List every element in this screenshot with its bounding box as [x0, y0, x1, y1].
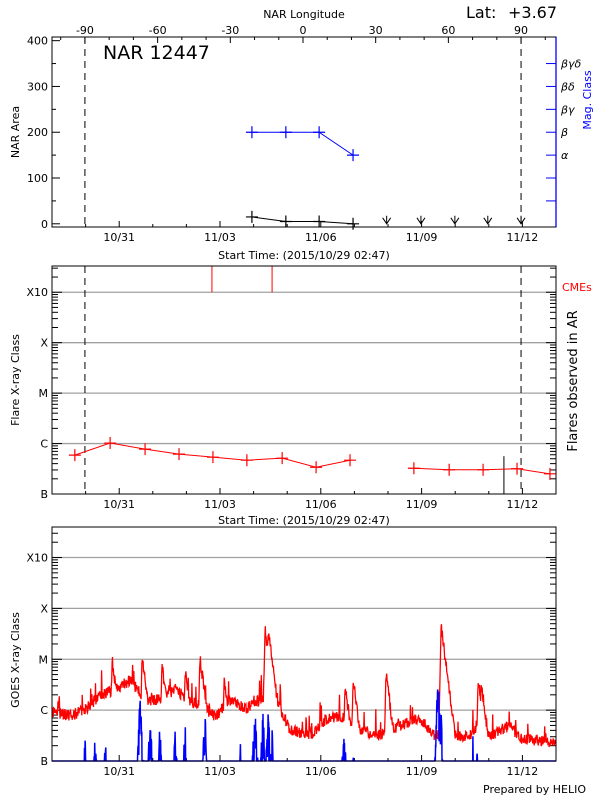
date-tick-label: 11/12 [507, 231, 539, 244]
class-tick-label: X [40, 602, 48, 615]
flare-point [104, 437, 117, 450]
flare-point [310, 461, 323, 474]
beyond-limb-arrow [416, 215, 426, 225]
class-tick-label: X [40, 337, 48, 350]
flare-point [543, 467, 556, 480]
nar-area-line [251, 216, 354, 225]
date-tick-label: 11/12 [507, 765, 539, 778]
flare-point [206, 451, 219, 464]
area-tick-label: 300 [27, 80, 48, 93]
nar-area-point [347, 217, 360, 230]
beyond-limb-arrow [483, 215, 493, 225]
longitude-tick-label: 60 [441, 24, 455, 37]
class-tick-label: X10 [26, 552, 48, 565]
longitude-tick-label: 0 [299, 24, 306, 37]
date-tick-label: 11/03 [204, 231, 236, 244]
class-tick-label: M [39, 387, 49, 400]
flare-point [240, 454, 253, 467]
flare-point [407, 462, 420, 475]
mag-class-tick-label: βγ [560, 103, 575, 116]
longitude-axis-label: NAR Longitude [263, 8, 345, 21]
beyond-limb-arrow [516, 215, 526, 225]
area-tick-label: 100 [27, 172, 48, 185]
prepared-by-footer: Prepared by HELIO [483, 783, 586, 796]
longitude-tick-label: -90 [76, 24, 94, 37]
date-tick-label: 11/06 [305, 231, 337, 244]
date-tick-label: 11/09 [406, 231, 438, 244]
panel1-start-time-label: Start Time: (2015/10/29 02:47) [218, 249, 390, 262]
mag-class-point [347, 149, 360, 162]
lat-label: Lat: [466, 3, 496, 22]
longitude-tick-label: -30 [221, 24, 239, 37]
flare-point [173, 448, 186, 461]
date-tick-label: 10/31 [103, 765, 135, 778]
class-tick-label: X10 [26, 286, 48, 299]
nar-area-axis-label: NAR Area [9, 106, 22, 158]
region-title: NAR 12447 [103, 42, 210, 64]
nar-area-point [245, 210, 258, 223]
area-tick-label: 200 [27, 126, 48, 139]
class-tick-label: C [40, 438, 48, 451]
mag-class-tick-label: βγδ [560, 58, 582, 71]
date-tick-label: 10/31 [103, 231, 135, 244]
flare-point [139, 443, 152, 456]
nar-area-point [313, 215, 326, 228]
beyond-limb-arrow [450, 215, 460, 225]
date-tick-label: 11/12 [507, 498, 539, 511]
date-tick-label: 11/09 [406, 765, 438, 778]
panel2-start-time-label: Start Time: (2015/10/29 02:47) [218, 514, 390, 527]
flares-observed-axis-label: Flares observed in AR [566, 310, 581, 451]
cmes-label: CMEs [562, 281, 592, 294]
panel3-frame [51, 526, 557, 762]
longitude-tick-label: 90 [514, 24, 528, 37]
area-tick-label: 0 [41, 218, 48, 231]
date-tick-label: 11/09 [406, 498, 438, 511]
date-tick-label: 11/06 [305, 498, 337, 511]
beyond-limb-arrow [382, 215, 392, 225]
class-tick-label: M [39, 653, 49, 666]
mag-class-line [251, 131, 354, 156]
mag-class-point [245, 126, 258, 139]
mag-class-point [279, 126, 292, 139]
flare-point [477, 463, 490, 476]
mag-class-point [313, 126, 326, 139]
date-tick-label: 11/03 [204, 498, 236, 511]
goes-long-curve [51, 624, 557, 748]
date-tick-label: 11/06 [305, 765, 337, 778]
mag-class-tick-label: α [561, 149, 569, 162]
class-tick-label: B [40, 488, 48, 501]
mag-class-tick-label: β [560, 126, 568, 139]
goes-class-axis-label: GOES X-ray Class [9, 612, 22, 708]
flare-point [344, 454, 357, 467]
class-tick-label: B [40, 755, 48, 768]
date-tick-label: 10/31 [103, 498, 135, 511]
area-tick-label: 400 [27, 35, 48, 48]
flare-point [276, 452, 289, 465]
panel2-frame [51, 265, 557, 495]
longitude-tick-label: 30 [369, 24, 383, 37]
lat-value: +3.67 [508, 3, 557, 22]
flare-class-axis-label: Flare X-ray Class [9, 334, 22, 426]
nar-area-point [279, 215, 292, 228]
flare-point [68, 449, 81, 462]
mag-class-tick-label: βδ [560, 80, 575, 93]
class-tick-label: C [40, 704, 48, 717]
flare-point [443, 463, 456, 476]
mag-class-axis-label: Mag. Class [581, 70, 594, 129]
longitude-tick-label: -60 [149, 24, 167, 37]
date-tick-label: 11/03 [204, 765, 236, 778]
flare-point [511, 462, 524, 475]
